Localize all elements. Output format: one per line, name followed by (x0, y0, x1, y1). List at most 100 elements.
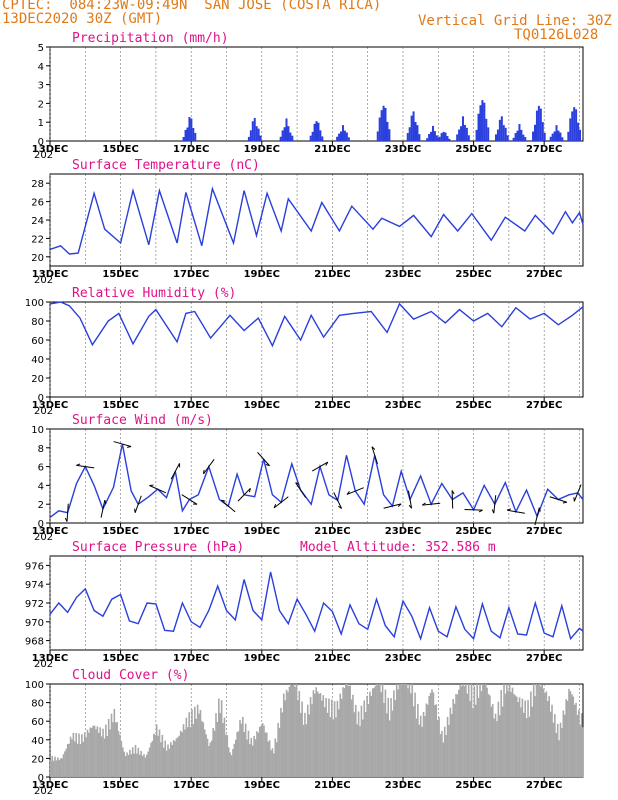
cloud-bar (65, 748, 68, 777)
precip-bar (573, 107, 576, 141)
cloud-bar (227, 747, 230, 777)
cloud-bar (222, 723, 224, 777)
cloud-bar (113, 708, 116, 777)
precipitation-ytick-label: 5 (38, 43, 44, 54)
cloud-bar (347, 686, 350, 777)
cloud-bar (75, 733, 78, 777)
cloud-bar (114, 722, 117, 777)
cloud-bar (573, 704, 576, 777)
cloud-bar (137, 747, 140, 777)
precipitation-xtick-label: 15DEC (102, 144, 138, 155)
cloud-bar (89, 727, 92, 777)
cloud-bar (465, 684, 467, 777)
precip-bar (456, 134, 459, 141)
cloud-bar (548, 696, 551, 777)
cloud-bar (503, 684, 505, 777)
cloud-bar (425, 703, 428, 777)
cloud-bar (66, 744, 69, 777)
cloud-bar (140, 750, 142, 777)
precip-bar (287, 126, 290, 141)
cloud-bar (531, 706, 534, 777)
cloud-bar (254, 739, 257, 777)
cloud-bar (424, 716, 426, 777)
cloud-bar (328, 698, 330, 777)
cloud-bar (122, 747, 124, 777)
wind-xtick-label: 19DEC (244, 526, 280, 537)
cloud-bar (74, 741, 76, 777)
cloud-bar (178, 735, 181, 777)
cloud-bar (469, 701, 471, 777)
cloud-bar (182, 724, 185, 777)
cloud-bar (579, 724, 582, 777)
precip-bar (557, 130, 560, 141)
wind-vector-head (76, 463, 81, 466)
wind-vector-head (478, 509, 483, 513)
cloud-bar (326, 712, 329, 777)
wind-vector-head (295, 482, 300, 485)
cloud-bar (297, 700, 299, 777)
cloud-bar (333, 701, 336, 777)
precip-bar (520, 129, 523, 141)
cloud-bar (534, 696, 536, 777)
precip-bar (410, 115, 413, 141)
cloud-xtick-label: 21DEC (314, 780, 350, 791)
cloud-bar (105, 724, 107, 777)
humidity-ytick-label: 60 (31, 336, 44, 347)
cloud-bar (218, 698, 220, 777)
cloud-bar (400, 684, 402, 777)
cloud-bar (539, 686, 542, 777)
wind-vector-head (371, 446, 376, 450)
humidity-xtick-label: 19DEC (244, 400, 280, 411)
precip-bar (504, 127, 507, 141)
precip-bar (313, 123, 316, 141)
station-title: CPTEC: 084:23W-09:49N SAN JOSE (COSTA RI… (2, 0, 382, 13)
cloud-bar (353, 712, 356, 777)
cloud-bar (330, 699, 333, 777)
precip-bar (467, 135, 470, 141)
cloud-bar (321, 700, 323, 777)
cloud-bar (335, 717, 337, 777)
humidity-ytick-label: 40 (31, 355, 44, 366)
cloud-bar (446, 716, 449, 777)
precip-bar (382, 105, 385, 141)
cloud-bar (116, 722, 118, 777)
precipitation-ytick-label: 1 (38, 118, 44, 129)
cloud-bar (268, 740, 271, 777)
cloud-bar (518, 697, 521, 777)
precip-bar (483, 102, 486, 141)
wind-vector-head (104, 499, 107, 505)
wind-vector (422, 502, 441, 506)
precip-bar (502, 125, 505, 141)
precip-bar (347, 137, 350, 141)
wind-vector-head (491, 509, 495, 514)
cloud-bar (195, 718, 198, 777)
wind-vector (257, 452, 270, 467)
cloud-bar (532, 684, 535, 777)
wind-vector-head (562, 501, 567, 504)
precip-bar (279, 136, 282, 141)
cloud-bar (148, 747, 151, 777)
cloud-bar (119, 734, 121, 777)
cloud-bar (383, 702, 385, 777)
cloud-bar (489, 695, 491, 777)
precip-bar (549, 136, 552, 141)
cloud-bar (62, 754, 65, 777)
precip-bar (249, 130, 252, 141)
precip-bar (575, 109, 578, 141)
precip-bar (340, 131, 343, 141)
cloud-title: Cloud Cover (%) (72, 668, 189, 683)
cloud-bar (546, 701, 549, 777)
precipitation-xtick-label: 23DEC (385, 144, 421, 155)
cloud-bar (381, 684, 384, 777)
humidity-ytick-label: 0 (38, 393, 44, 404)
precip-bar (498, 119, 501, 141)
wind-vector (506, 509, 525, 514)
cloud-bar (96, 726, 99, 777)
cloud-bar (407, 688, 409, 777)
precip-bar (380, 110, 383, 141)
cloud-bar (186, 727, 189, 777)
cloud-bar (483, 684, 486, 777)
precip-bar (475, 129, 478, 141)
wind-title: Surface Wind (m/s) (72, 413, 213, 428)
precip-bar (461, 116, 464, 141)
